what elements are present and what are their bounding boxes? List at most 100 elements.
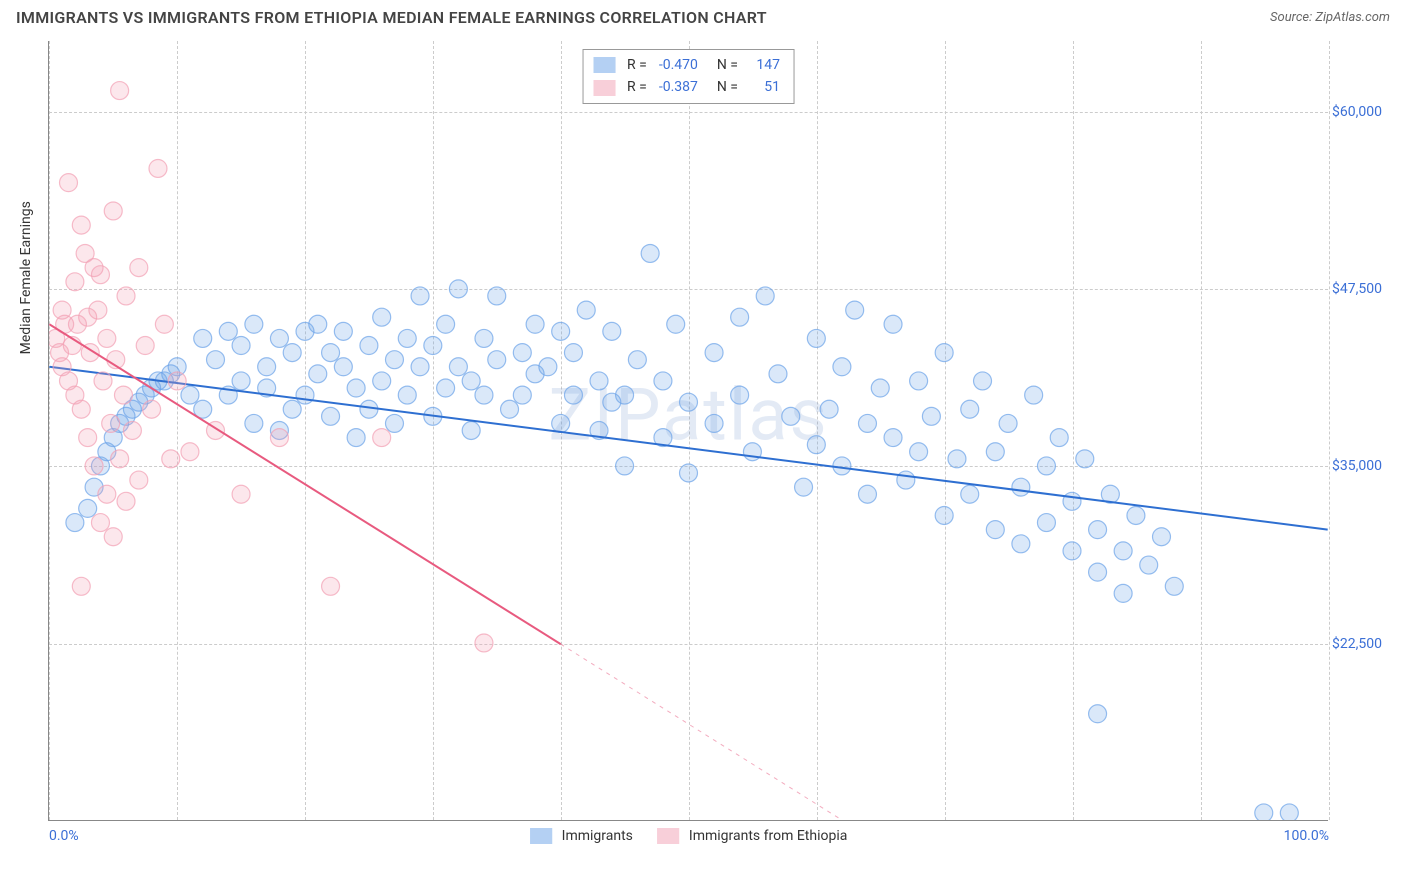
- scatter-point: [136, 337, 154, 355]
- scatter-point: [385, 351, 403, 369]
- scatter-point: [98, 329, 116, 347]
- scatter-point: [309, 315, 327, 333]
- scatter-point: [373, 308, 391, 326]
- scatter-point: [449, 280, 467, 298]
- scatter-point: [398, 386, 416, 404]
- legend-swatch: [657, 828, 679, 844]
- scatter-point: [616, 457, 634, 475]
- scatter-point: [104, 528, 122, 546]
- scatter-point: [807, 436, 825, 454]
- scatter-point: [590, 372, 608, 390]
- scatter-point: [884, 315, 902, 333]
- scatter-point: [897, 471, 915, 489]
- scatter-point: [680, 393, 698, 411]
- scatter-point: [475, 386, 493, 404]
- scatter-point: [1114, 584, 1132, 602]
- scatter-point: [130, 259, 148, 277]
- scatter-point: [731, 308, 749, 326]
- scatter-point: [1025, 386, 1043, 404]
- scatter-point: [60, 174, 78, 192]
- scatter-point: [283, 344, 301, 362]
- legend-r-label: R =: [627, 76, 647, 98]
- scatter-point: [360, 337, 378, 355]
- scatter-point: [334, 322, 352, 340]
- scatter-point: [117, 492, 135, 510]
- scatter-point: [948, 450, 966, 468]
- scatter-point: [449, 358, 467, 376]
- scatter-point: [322, 344, 340, 362]
- scatter-point: [603, 322, 621, 340]
- scatter-svg: [49, 41, 1328, 820]
- scatter-point: [437, 379, 455, 397]
- scatter-point: [526, 315, 544, 333]
- scatter-point: [1153, 528, 1171, 546]
- scatter-point: [488, 287, 506, 305]
- trend-line: [49, 367, 1327, 530]
- scatter-point: [986, 521, 1004, 539]
- y-axis-label: Median Female Earnings: [18, 201, 34, 354]
- scatter-point: [961, 485, 979, 503]
- scatter-point: [114, 386, 132, 404]
- scatter-point: [1089, 705, 1107, 723]
- chart-source: Source: ZipAtlas.com: [1270, 10, 1390, 25]
- scatter-point: [123, 422, 141, 440]
- scatter-point: [72, 400, 90, 418]
- legend-r-value: -0.387: [659, 76, 698, 98]
- scatter-point: [705, 344, 723, 362]
- scatter-point: [1089, 563, 1107, 581]
- legend-series-item: Immigrants from Ethiopia: [657, 828, 847, 844]
- x-tick-label: 100.0%: [1284, 828, 1329, 844]
- scatter-point: [322, 577, 340, 595]
- scatter-point: [91, 514, 109, 532]
- legend-stats-row: R = -0.470 N = 147: [593, 54, 784, 76]
- y-tick-label: $60,000: [1332, 104, 1402, 120]
- scatter-point: [66, 273, 84, 291]
- scatter-point: [270, 329, 288, 347]
- scatter-point: [149, 159, 167, 177]
- scatter-point: [795, 478, 813, 496]
- scatter-point: [72, 216, 90, 234]
- scatter-point: [347, 379, 365, 397]
- scatter-point: [207, 351, 225, 369]
- scatter-point: [66, 514, 84, 532]
- scatter-point: [833, 358, 851, 376]
- trend-line-dashed: [561, 644, 842, 820]
- legend-series: ImmigrantsImmigrants from Ethiopia: [530, 828, 848, 844]
- scatter-point: [654, 372, 672, 390]
- scatter-point: [1076, 450, 1094, 468]
- scatter-point: [245, 315, 263, 333]
- grid-line-v: [1329, 41, 1330, 820]
- scatter-point: [858, 485, 876, 503]
- legend-n-value: 51: [750, 76, 780, 98]
- scatter-point: [98, 485, 116, 503]
- scatter-point: [577, 301, 595, 319]
- scatter-point: [89, 301, 107, 319]
- y-tick-label: $22,500: [1332, 636, 1402, 652]
- scatter-point: [232, 485, 250, 503]
- scatter-point: [117, 287, 135, 305]
- y-tick-label: $47,500: [1332, 281, 1402, 297]
- scatter-point: [111, 450, 129, 468]
- scatter-point: [111, 82, 129, 100]
- scatter-point: [1280, 804, 1298, 820]
- scatter-point: [322, 407, 340, 425]
- scatter-point: [437, 315, 455, 333]
- chart-header: IMMIGRANTS VS IMMIGRANTS FROM ETHIOPIA M…: [0, 0, 1406, 31]
- scatter-point: [143, 400, 161, 418]
- scatter-point: [910, 443, 928, 461]
- scatter-point: [884, 429, 902, 447]
- scatter-point: [846, 301, 864, 319]
- scatter-point: [1037, 514, 1055, 532]
- scatter-point: [373, 429, 391, 447]
- scatter-point: [910, 372, 928, 390]
- legend-swatch: [593, 57, 615, 73]
- scatter-point: [833, 457, 851, 475]
- scatter-point: [552, 414, 570, 432]
- scatter-point: [258, 358, 276, 376]
- scatter-point: [475, 329, 493, 347]
- scatter-point: [616, 386, 634, 404]
- scatter-point: [373, 372, 391, 390]
- scatter-point: [155, 315, 173, 333]
- scatter-point: [756, 287, 774, 305]
- scatter-point: [232, 337, 250, 355]
